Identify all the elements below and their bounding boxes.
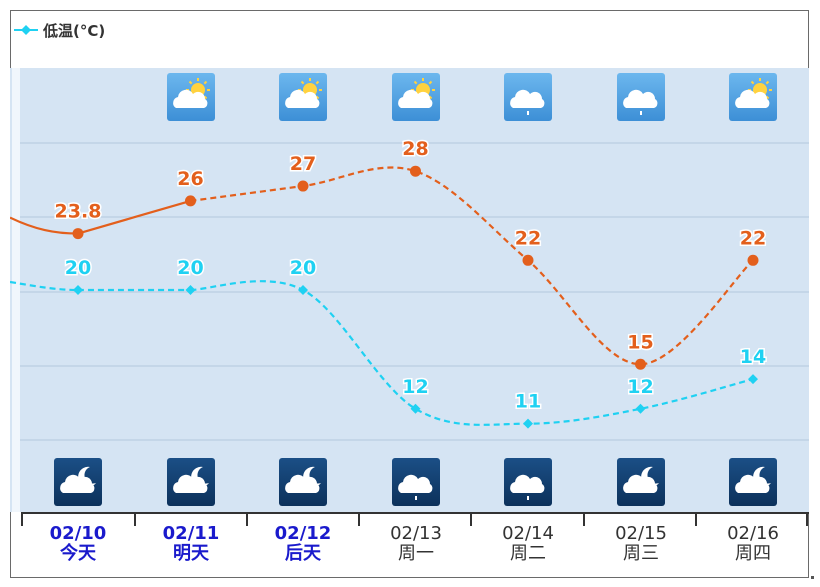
- temperature-chart: 23.8 26 27 28 22 15 22 20 20 20 12 11 12 14: [10, 137, 809, 441]
- series-low-point-1: [185, 285, 196, 295]
- x-tick-label-weekday: 周二: [510, 543, 546, 564]
- x-axis-tick-7: [806, 512, 808, 526]
- x-tick-label-weekday: 周一: [398, 543, 434, 564]
- series-low-label-4: 11: [515, 391, 541, 413]
- x-axis: 02/10 今天 02/11 明天 02/12 后天 02/13 周一 02/14 周二 02/15…: [10, 512, 809, 578]
- x-category-0: 02/10 今天: [23, 524, 133, 564]
- series-high-lead-line: [10, 216, 79, 235]
- night-weather-moon-cloudy-icon: [167, 458, 215, 506]
- night-weather-moon-cloudy-icon: [279, 458, 327, 506]
- night-weather-moon-cloudy-icon: [729, 458, 777, 506]
- series-high-point-1: [185, 195, 196, 207]
- series-high-point-3: [410, 165, 421, 177]
- legend-label-low: 低温(°C): [43, 21, 106, 40]
- x-category-3: 02/13 周一: [361, 524, 471, 564]
- x-axis-tick-3: [358, 512, 360, 526]
- x-tick-label-date: 02/11: [162, 523, 220, 544]
- series-low-label-0: 20: [65, 257, 91, 279]
- series-high-label-4: 22: [515, 227, 541, 249]
- x-tick-label-weekday: 后天: [285, 543, 321, 564]
- x-axis-tick-0: [21, 512, 23, 526]
- x-category-2: 02/12 后天: [248, 524, 358, 564]
- night-weather-moon-cloudy-icon: [54, 458, 102, 506]
- series-low-label-2: 20: [290, 257, 316, 279]
- x-axis-tick-2: [246, 512, 248, 526]
- series-low-label-6: 14: [740, 346, 766, 368]
- legend-low-marker-icon: [14, 25, 38, 35]
- day-weather-cloud-rain-icon: [617, 73, 665, 121]
- series-high-label-0: 23.8: [55, 201, 102, 223]
- series-low-point-5: [635, 403, 646, 414]
- day-weather-sunny-cloudy-icon: [279, 73, 327, 121]
- night-weather-cloud-rain-icon: [392, 458, 440, 506]
- series-low-lead-line: [10, 280, 79, 292]
- x-tick-label-weekday: 周三: [623, 543, 659, 564]
- series-high-point-4: [522, 254, 534, 266]
- series-low-label-1: 20: [177, 257, 203, 279]
- series-low-point-3: [410, 403, 421, 414]
- x-tick-label-weekday: 今天: [60, 543, 96, 564]
- series-high-label-2: 27: [290, 153, 316, 175]
- x-tick-label-date: 02/16: [727, 523, 779, 544]
- day-weather-cloud-rain-icon: [504, 73, 552, 121]
- series-low-label-5: 12: [627, 376, 653, 398]
- x-axis-tick-6: [695, 512, 697, 526]
- x-category-6: 02/16 周四: [698, 524, 808, 564]
- x-tick-label-date: 02/14: [502, 523, 554, 544]
- series-high-point-0: [72, 228, 84, 240]
- series-low-point-6: [748, 374, 758, 385]
- x-category-1: 02/11 明天: [136, 524, 246, 564]
- series-high-point-2: [297, 180, 309, 192]
- x-tick-label-weekday: 明天: [173, 543, 209, 564]
- x-axis-tick-5: [583, 512, 585, 526]
- plot-area: 23.8 26 27 28 22 15 22 20 20 20 12 11 12 14: [10, 68, 809, 512]
- legend: 低温(°C): [14, 18, 105, 42]
- night-weather-moon-cloudy-icon: [617, 458, 665, 506]
- plot-left-strip: [12, 68, 20, 512]
- series-low-point-0: [73, 285, 83, 295]
- series-low-point-2: [298, 285, 308, 295]
- x-tick-label-date: 02/10: [49, 523, 107, 544]
- x-tick-label-date: 02/12: [274, 523, 332, 544]
- x-category-5: 02/15 周三: [586, 524, 696, 564]
- x-category-4: 02/14 周二: [473, 524, 583, 564]
- series-high-line-start: [77, 199, 191, 235]
- day-weather-sunny-cloudy-icon: [729, 73, 777, 121]
- corner-marker: [811, 576, 814, 579]
- night-weather-cloud-rain-icon: [504, 458, 552, 506]
- x-axis-line: [22, 512, 809, 514]
- series-low-line: [190, 280, 754, 426]
- series-high-label-6: 22: [740, 227, 766, 249]
- day-weather-sunny-cloudy-icon: [167, 73, 215, 121]
- x-axis-tick-1: [134, 512, 136, 526]
- x-tick-label-date: 02/13: [390, 523, 442, 544]
- series-low-point-4: [523, 418, 533, 429]
- series-high-line: [190, 166, 754, 366]
- x-tick-label-weekday: 周四: [735, 543, 771, 564]
- x-axis-tick-4: [470, 512, 472, 526]
- day-weather-sunny-cloudy-icon: [392, 73, 440, 121]
- x-tick-label-date: 02/15: [615, 523, 667, 544]
- series-high-label-3: 28: [402, 138, 428, 160]
- series-high-label-1: 26: [177, 168, 203, 190]
- series-high-point-5: [635, 358, 646, 370]
- series-high-label-5: 15: [627, 331, 653, 353]
- series-high-point-6: [747, 254, 759, 266]
- series-low-label-3: 12: [402, 376, 428, 398]
